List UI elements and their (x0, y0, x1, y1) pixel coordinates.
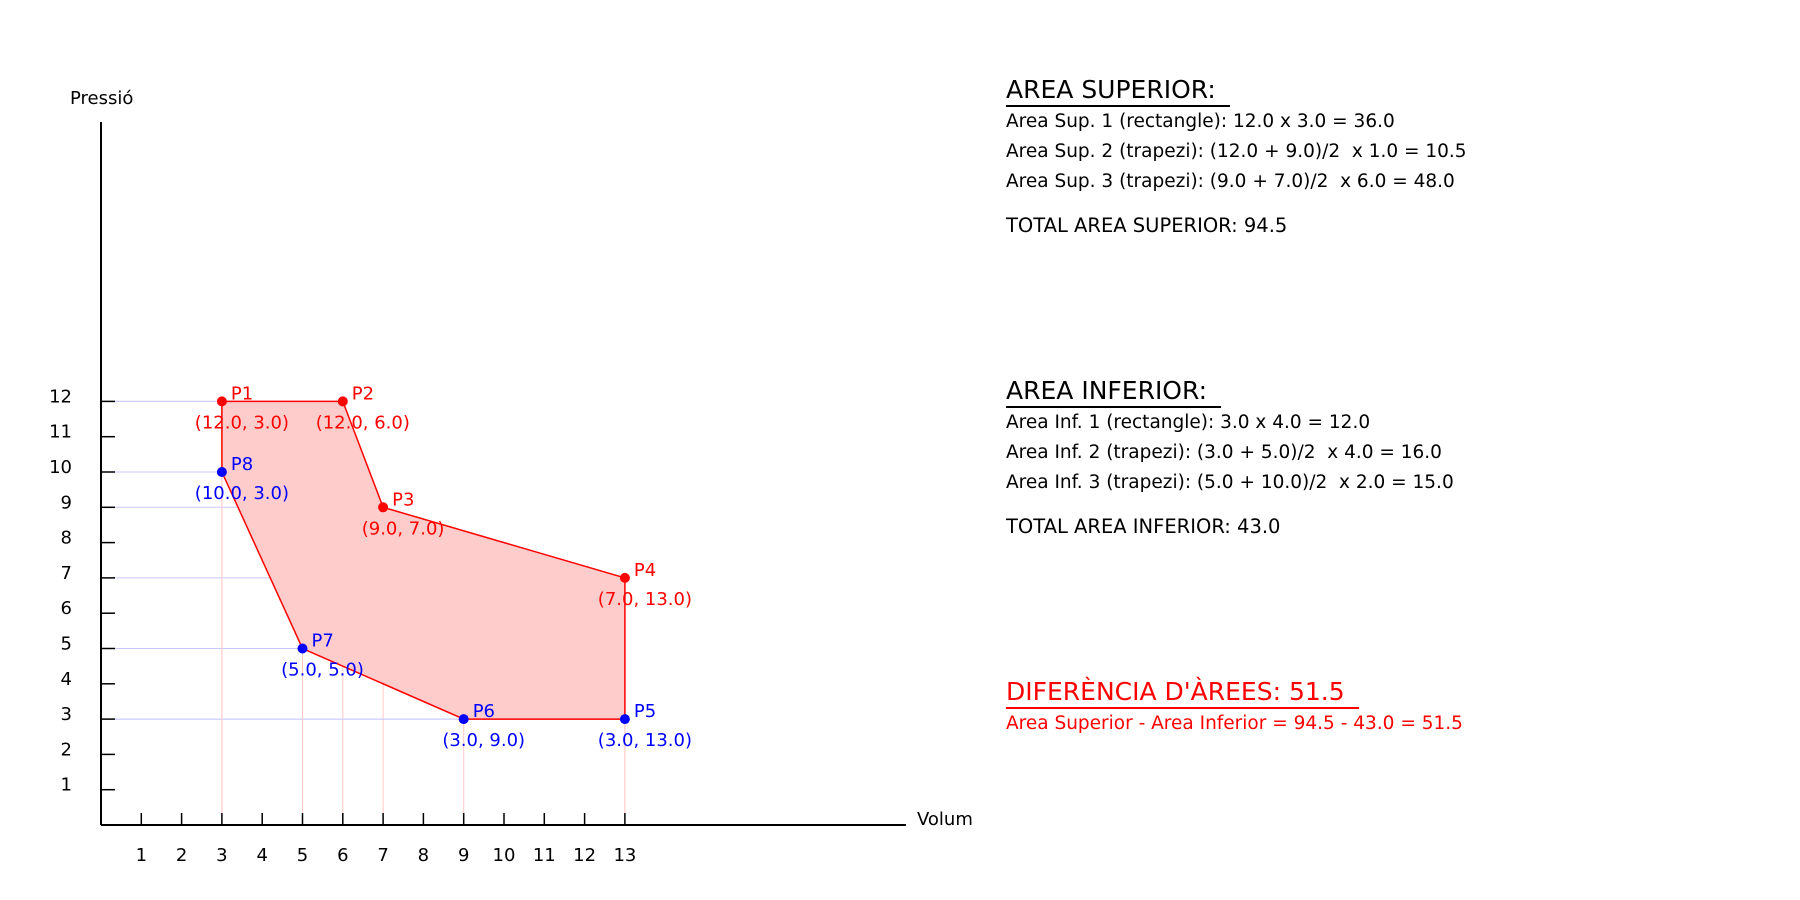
point-coords-p2: (12.0, 6.0) (316, 412, 410, 433)
lower-area-line-3: Area Inf. 3 (trapezi): (5.0 + 10.0)/2 x … (1006, 472, 1454, 493)
upper-area-line-2: Area Sup. 2 (trapezi): (12.0 + 9.0)/2 x … (1006, 141, 1467, 162)
lower-area-line-1: Area Inf. 1 (rectangle): 3.0 x 4.0 = 12.… (1006, 412, 1371, 433)
point-coords-p1: (12.0, 3.0) (195, 412, 289, 433)
y-tick-label-5: 5 (61, 634, 72, 655)
x-tick-label-4: 4 (256, 845, 267, 866)
point-coords-p8: (10.0, 3.0) (195, 483, 289, 504)
upper-area-line-1: Area Sup. 1 (rectangle): 12.0 x 3.0 = 36… (1006, 111, 1395, 132)
x-tick-label-2: 2 (176, 845, 187, 866)
y-tick-label-12: 12 (49, 386, 72, 407)
y-tick-label-3: 3 (61, 704, 72, 725)
y-tick-label-8: 8 (61, 528, 72, 549)
point-coords-p6: (3.0, 9.0) (442, 730, 525, 751)
y-tick-label-11: 11 (49, 422, 72, 443)
y-tick-label-9: 9 (61, 492, 72, 513)
y-tick-label-6: 6 (61, 598, 72, 619)
x-tick-label-6: 6 (337, 845, 348, 866)
point-p4 (619, 572, 630, 583)
y-tick-label-10: 10 (49, 457, 72, 478)
x-tick-label-12: 12 (573, 845, 596, 866)
difference-heading: DIFERÈNCIA D'ÀREES: 51.5 (1006, 677, 1359, 709)
upper-area-total: TOTAL AREA SUPERIOR: 94.5 (1006, 214, 1288, 237)
point-p6 (458, 714, 469, 725)
point-name-p2: P2 (352, 383, 374, 404)
point-p3 (378, 502, 389, 513)
x-tick-label-3: 3 (216, 845, 227, 866)
y-tick-label-7: 7 (61, 563, 72, 584)
point-p1 (216, 396, 227, 407)
difference-line: Area Superior - Area Inferior = 94.5 - 4… (1006, 713, 1463, 734)
x-tick-label-10: 10 (493, 845, 516, 866)
upper-area-panel: AREA SUPERIOR: Area Sup. 1 (rectangle): … (1006, 75, 1766, 241)
lower-area-line-2: Area Inf. 2 (trapezi): (3.0 + 5.0)/2 x 4… (1006, 442, 1442, 463)
point-name-p6: P6 (473, 701, 495, 722)
point-coords-p5: (3.0, 13.0) (598, 730, 692, 751)
x-axis-label: Volum (917, 809, 973, 830)
y-tick-label-1: 1 (61, 775, 72, 796)
point-coords-p7: (5.0, 5.0) (281, 660, 364, 681)
x-ticks: 1 2 3 4 5 6 7 8 9 10 11 12 13 (136, 813, 636, 866)
x-tick-label-11: 11 (533, 845, 556, 866)
y-tick-label-4: 4 (61, 669, 72, 690)
x-tick-label-1: 1 (136, 845, 147, 866)
point-p8 (216, 467, 227, 477)
point-name-p4: P4 (634, 560, 656, 581)
upper-area-line-3: Area Sup. 3 (trapezi): (9.0 + 7.0)/2 x 6… (1006, 171, 1455, 192)
point-name-p7: P7 (312, 631, 334, 652)
point-p2 (337, 396, 348, 407)
point-p5 (619, 714, 630, 725)
point-name-p3: P3 (392, 489, 414, 510)
y-tick-label-2: 2 (61, 739, 72, 760)
lower-area-heading: AREA INFERIOR: (1006, 376, 1222, 408)
y-axis-label: Pressió (70, 88, 133, 109)
x-tick-label-13: 13 (613, 845, 636, 866)
points: P1 (12.0, 3.0) P2 (12.0, 6.0) P3 (9.0, 7.0) P4… (195, 383, 692, 751)
x-tick-label-7: 7 (377, 845, 388, 866)
x-tick-label-5: 5 (297, 845, 308, 866)
lower-area-total: TOTAL AREA INFERIOR: 43.0 (1006, 515, 1281, 538)
point-name-p1: P1 (231, 383, 253, 404)
difference-panel: DIFERÈNCIA D'ÀREES: 51.5 Area Superior -… (1006, 677, 1766, 739)
x-tick-label-9: 9 (458, 845, 469, 866)
point-coords-p3: (9.0, 7.0) (362, 518, 445, 539)
point-name-p8: P8 (231, 454, 253, 475)
point-p7 (297, 643, 308, 654)
lower-area-panel: AREA INFERIOR: Area Inf. 1 (rectangle): … (1006, 376, 1766, 542)
point-name-p5: P5 (634, 701, 656, 722)
x-tick-label-8: 8 (418, 845, 429, 866)
point-coords-p4: (7.0, 13.0) (598, 589, 692, 610)
upper-area-heading: AREA SUPERIOR: (1006, 75, 1230, 107)
